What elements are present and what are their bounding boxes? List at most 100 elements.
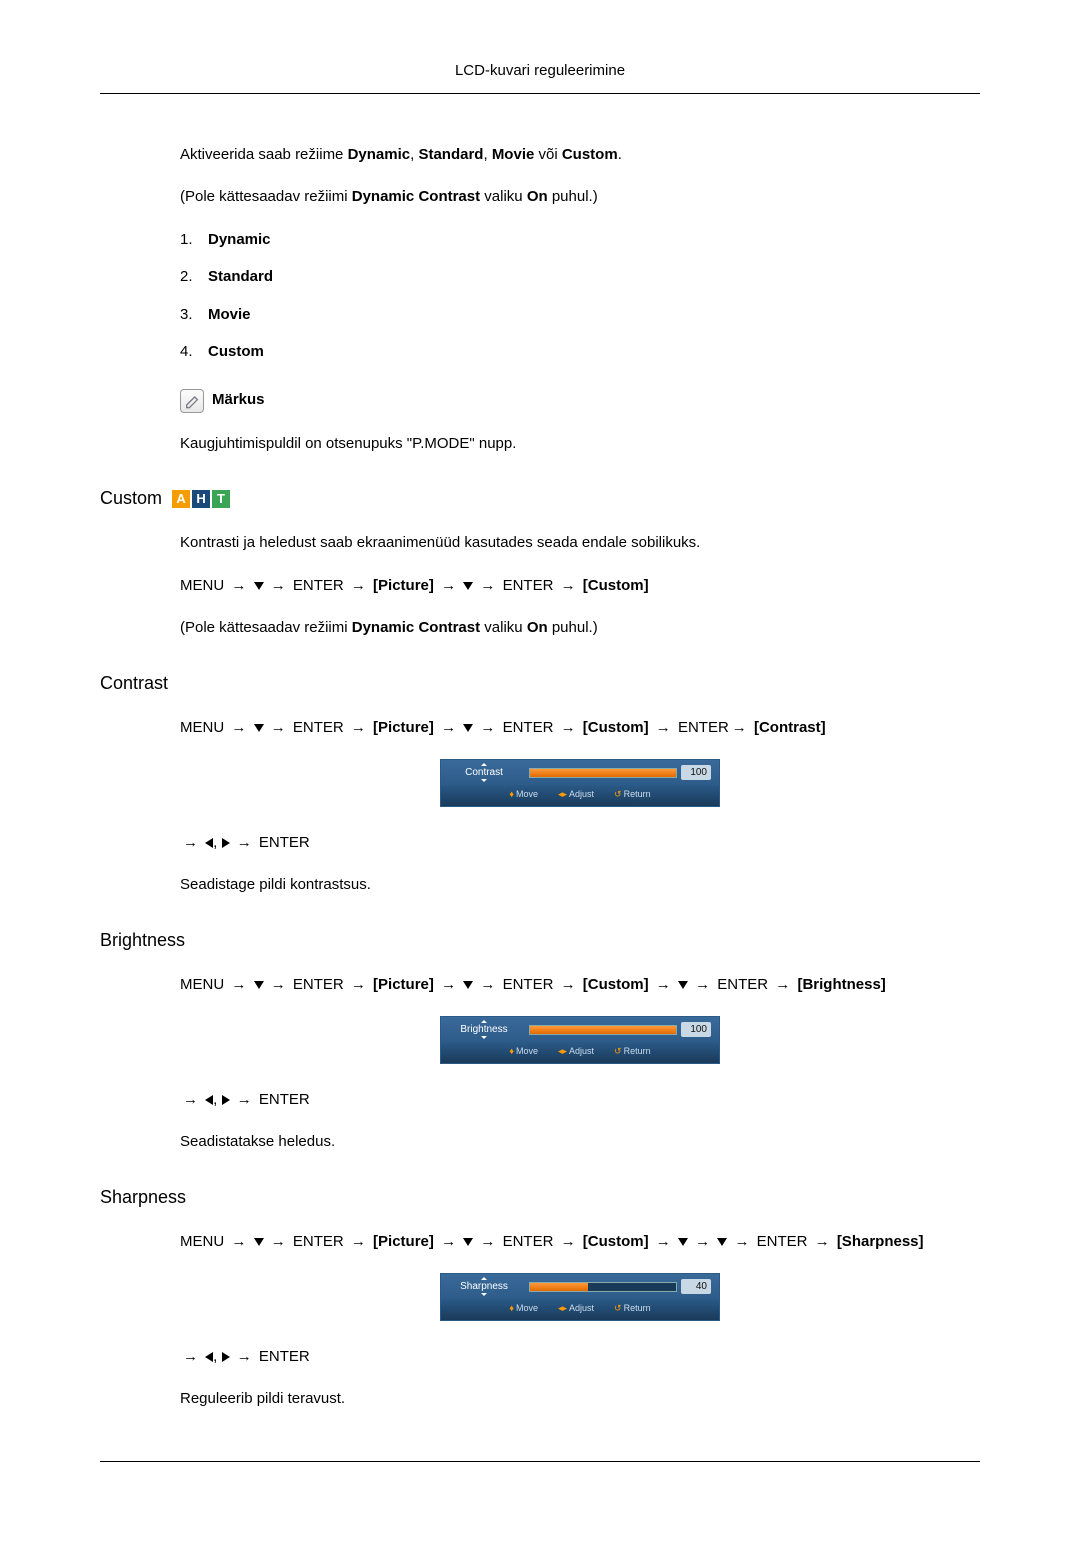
right-arrow-icon: [222, 1352, 230, 1362]
list-item: 3.Movie: [180, 304, 980, 327]
note-label: Märkus: [212, 389, 265, 412]
arrow-right-icon: →: [231, 717, 246, 740]
label: Movie: [208, 306, 251, 323]
t: [Contrast]: [754, 719, 826, 736]
mode-name: Movie: [492, 146, 535, 163]
t: ENTER: [293, 976, 344, 993]
t: [Custom]: [583, 719, 649, 736]
osd-nav-adjust: ◂▸Adjust: [558, 788, 594, 802]
right-arrow-icon: [222, 838, 230, 848]
t: [Picture]: [373, 976, 434, 993]
t: ENTER: [259, 1348, 310, 1365]
custom-desc: Kontrasti ja heledust saab ekraanimenüüd…: [180, 532, 980, 555]
down-arrow-icon: [254, 582, 264, 590]
down-arrow-icon: [463, 582, 473, 590]
down-arrow-icon: [254, 1238, 264, 1246]
arrow-right-icon: →: [231, 1231, 246, 1254]
aht-badge: A H T: [172, 490, 230, 508]
arrow-right-icon: →: [656, 974, 671, 997]
t: Return: [624, 789, 651, 799]
arrow-right-icon: →: [695, 974, 710, 997]
osd-bar-fill: [530, 769, 676, 777]
osd-nav-return: ↺Return: [614, 788, 651, 802]
arrow-right-icon: →: [351, 1231, 366, 1254]
label: Standard: [208, 268, 273, 285]
text: (Pole kättesaadav režiimi: [180, 188, 352, 205]
intro-line-2: (Pole kättesaadav režiimi Dynamic Contra…: [180, 186, 980, 209]
t: ENTER: [259, 1091, 310, 1108]
page-title: LCD-kuvari reguleerimine: [100, 60, 980, 94]
badge-h: H: [192, 490, 210, 508]
t: Move: [516, 789, 538, 799]
menu-path-contrast: MENU → → ENTER → [Picture] → → ENTER → […: [180, 717, 980, 740]
t: On: [527, 619, 548, 636]
t: Adjust: [569, 1303, 594, 1313]
arrow-right-icon: →: [351, 974, 366, 997]
arrow-right-icon: →: [271, 1231, 286, 1254]
osd-nav-move: ♦Move: [509, 1045, 538, 1059]
label: Custom: [208, 343, 264, 360]
osd-nav-move: ♦Move: [509, 788, 538, 802]
list-item: 2.Standard: [180, 266, 980, 289]
list-item: 4.Custom: [180, 341, 980, 364]
text: või: [534, 146, 562, 163]
note-icon: [180, 389, 204, 413]
osd-bar: [529, 1282, 677, 1292]
arrow-right-icon: →: [237, 832, 252, 855]
t: ENTER: [717, 976, 768, 993]
t: valiku: [480, 619, 527, 636]
t: Adjust: [569, 1046, 594, 1056]
menu-path-sharpness-final: → , → ENTER: [180, 1346, 980, 1369]
t: Return: [624, 1046, 651, 1056]
t: [Picture]: [373, 577, 434, 594]
t: [Picture]: [373, 1233, 434, 1250]
brightness-desc: Seadistatakse heledus.: [180, 1131, 980, 1154]
t: Return: [624, 1303, 651, 1313]
t: MENU: [180, 976, 224, 993]
arrow-right-icon: →: [656, 717, 671, 740]
osd-nav-adjust: ◂▸Adjust: [558, 1045, 594, 1059]
arrow-right-icon: →: [441, 575, 456, 598]
osd-bar-fill: [530, 1026, 676, 1034]
arrow-right-icon: →: [183, 1346, 198, 1369]
t: MENU: [180, 577, 224, 594]
arrow-right-icon: →: [441, 974, 456, 997]
footer-divider: [100, 1461, 980, 1462]
t: ENTER: [503, 577, 554, 594]
arrow-right-icon: →: [237, 1346, 252, 1369]
t: ENTER: [503, 719, 554, 736]
arrow-right-icon: →: [561, 717, 576, 740]
osd-label: Contrast: [449, 765, 519, 780]
down-arrow-icon: [678, 981, 688, 989]
sharpness-desc: Reguleerib pildi teravust.: [180, 1388, 980, 1411]
t: puhul.): [548, 619, 598, 636]
arrow-right-icon: →: [561, 575, 576, 598]
osd-nav-move: ♦Move: [509, 1302, 538, 1316]
osd-sharpness: Sharpness 40 ♦Move ◂▸Adjust ↺Return: [440, 1273, 720, 1321]
right-arrow-icon: [222, 1095, 230, 1105]
text: On: [527, 188, 548, 205]
section-heading-custom: Custom A H T: [100, 485, 980, 512]
osd-bar: [529, 768, 677, 778]
arrow-right-icon: →: [271, 974, 286, 997]
arrow-right-icon: →: [351, 575, 366, 598]
arrow-right-icon: →: [561, 974, 576, 997]
arrow-right-icon: →: [656, 1231, 671, 1254]
num: 1.: [180, 229, 208, 252]
osd-nav-return: ↺Return: [614, 1045, 651, 1059]
osd-bar-fill: [530, 1283, 588, 1291]
down-arrow-icon: [463, 981, 473, 989]
osd-label: Sharpness: [449, 1279, 519, 1294]
arrow-right-icon: →: [734, 1231, 749, 1254]
t: Dynamic Contrast: [352, 619, 480, 636]
t: MENU: [180, 719, 224, 736]
down-arrow-icon: [678, 1238, 688, 1246]
text: puhul.): [548, 188, 598, 205]
t: ENTER: [503, 1233, 554, 1250]
menu-path-contrast-final: → , → ENTER: [180, 832, 980, 855]
left-arrow-icon: [205, 838, 213, 848]
osd-nav-return: ↺Return: [614, 1302, 651, 1316]
text: valiku: [480, 188, 527, 205]
section-heading-sharpness: Sharpness: [100, 1184, 980, 1211]
osd-brightness: Brightness 100 ♦Move ◂▸Adjust ↺Return: [440, 1016, 720, 1064]
